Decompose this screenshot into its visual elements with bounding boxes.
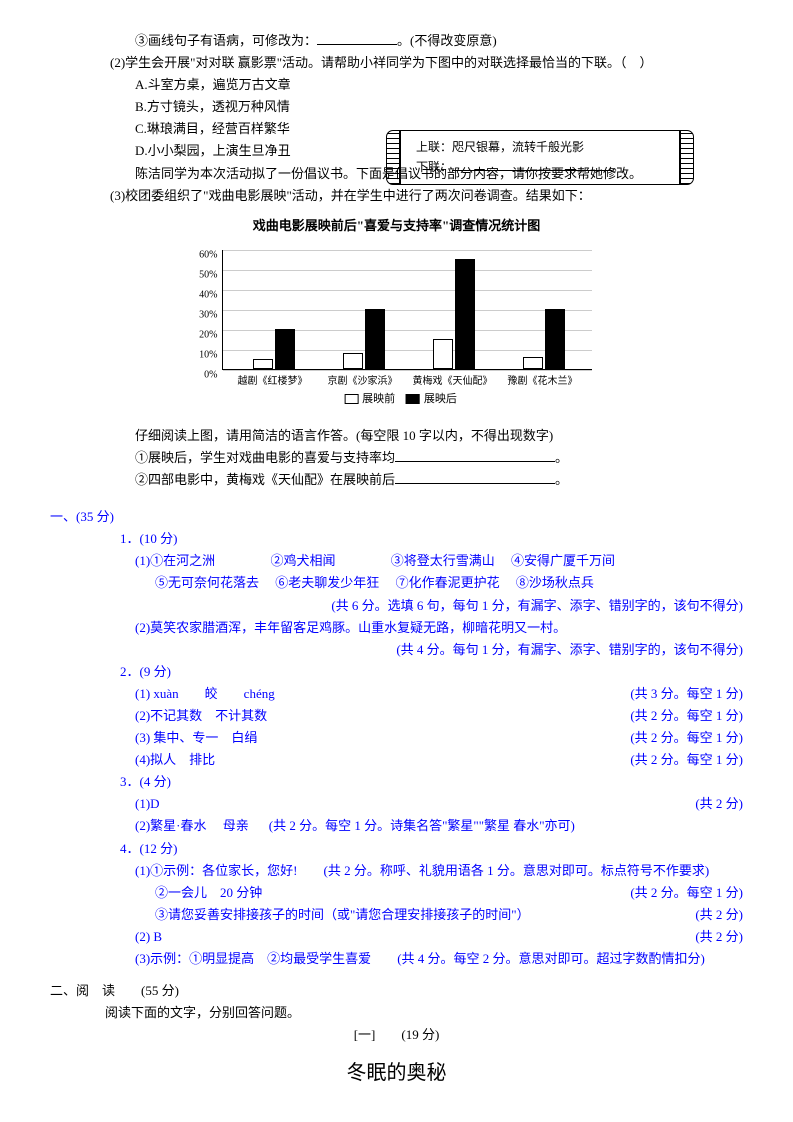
xtick-label: 黄梅戏《天仙配》	[413, 373, 493, 390]
legend-after-box	[406, 394, 420, 404]
q1-2-score: (共 4 分。每句 1 分，有漏字、添字、错别字的，该句不得分)	[50, 639, 743, 661]
q2-4: (4)拟人 排比	[135, 752, 215, 767]
q1-i1: (1)①在河之洲	[135, 553, 215, 568]
xtick-label: 京剧《沙家浜》	[323, 373, 403, 390]
q3-1-score: (共 2 分)	[695, 793, 743, 815]
q3-header: 3．(4 分)	[50, 771, 743, 793]
q1-2: (2)莫笑农家腊酒浑，丰年留客足鸡豚。山重水复疑无路，柳暗花明又一村。	[50, 617, 743, 639]
option-a[interactable]: A.斗室方桌，遍览万古文章	[50, 74, 743, 96]
blank2-fill[interactable]	[395, 470, 555, 484]
q4-5-score: (共 4 分。每空 2 分。意思对即可。超过字数酌情扣分)	[397, 951, 705, 966]
scroll-right-icon	[680, 130, 694, 185]
ytick-label: 20%	[193, 326, 218, 343]
survey-chart: 0% 10% 20% 30% 40% 50% 60% 越剧《红楼梦》京剧《沙家浜》黄梅戏《天仙…	[187, 245, 607, 415]
chart-title: 戏曲电影展映前后"喜爱与支持率"调查情况统计图	[50, 215, 743, 237]
q4-1: (1)①示例：各位家长，您好!	[135, 863, 298, 878]
legend-before-box	[344, 394, 358, 404]
q4-5: (3)示例：①明显提高 ②均最受学生喜爱	[135, 951, 371, 966]
q3-2: (2)繁星·春水 母亲	[135, 818, 249, 833]
q3-1: (1)D	[135, 796, 160, 811]
bar-before	[343, 353, 363, 369]
q3-text: ③画线句子有语病，可修改为：	[135, 33, 317, 48]
bar-after	[275, 329, 295, 369]
q4-4-score: (共 2 分)	[695, 926, 743, 948]
q1-i2: ②鸡犬相闻	[270, 553, 335, 568]
couplet-top: 上联：咫尺银幕，流转千般光影	[416, 137, 664, 157]
article-title: 冬眠的奥秘	[50, 1056, 743, 1090]
couplet-blank[interactable]	[452, 157, 612, 171]
blank1-fill[interactable]	[395, 448, 555, 462]
couplet-scroll: 上联：咫尺银幕，流转千般光影 下联：。	[400, 130, 680, 185]
q3-survey: (3)校团委组织了"戏曲电影展映"活动，并在学生中进行了两次问卷调查。结果如下：	[50, 185, 743, 207]
bar-before	[433, 339, 453, 369]
bar-before	[523, 357, 543, 369]
legend-before-label: 展映前	[362, 393, 395, 405]
xtick-label: 豫剧《花木兰》	[503, 373, 583, 390]
q4-3: ③请您妥善安排接孩子的时间（或"请您合理安排接孩子的时间"）	[155, 907, 530, 922]
q2-header: 2．(9 分)	[50, 661, 743, 683]
section2-header: 二、阅 读 (55 分)	[50, 980, 743, 1002]
bar-before	[253, 359, 273, 369]
q2-2-score: (共 2 分。每空 1 分)	[630, 705, 743, 727]
xtick-label: 越剧《红楼梦》	[233, 373, 313, 390]
q1-i8: ⑧沙场秋点兵	[516, 575, 594, 590]
ytick-label: 60%	[193, 246, 218, 263]
q1-i4: ④安得广厦千万间	[511, 553, 615, 568]
q1-i3: ③将登太行雪满山	[391, 553, 495, 568]
legend-after-label: 展映后	[424, 393, 457, 405]
q4-4: (2) B	[135, 929, 162, 944]
blank-fill[interactable]	[317, 31, 397, 45]
q1-score: (共 6 分。选填 6 句，每句 1 分，有漏字、添字、错别字的，该句不得分)	[50, 595, 743, 617]
q2-1-score: (共 3 分。每空 1 分)	[630, 683, 743, 705]
bar-after	[455, 259, 475, 369]
bar-after	[365, 309, 385, 369]
q2-1: (1) xuàn 皎 chéng	[135, 686, 275, 701]
couplet-bottom-label: 下联：	[416, 160, 452, 174]
section2-intro: 阅读下面的文字，分别回答问题。	[50, 1002, 743, 1024]
q1-i5: ⑤无可奈何花落去	[155, 575, 259, 590]
q2-3: (3) 集中、专一 白绢	[135, 730, 257, 745]
read-chart-instr: 仔细阅读上图，请用简洁的语言作答。(每空限 10 字以内，不得出现数字)	[50, 425, 743, 447]
q4-2-score: (共 2 分。每空 1 分)	[630, 882, 743, 904]
q2-2: (2)不记其数 不计其数	[135, 708, 267, 723]
q1-i7: ⑦化作春泥更护花	[396, 575, 500, 590]
q4-3-score: (共 2 分)	[695, 904, 743, 926]
chart-legend: 展映前 展映后	[336, 390, 457, 409]
ytick-label: 50%	[193, 266, 218, 283]
q1-i6: ⑥老夫聊发少年狂	[275, 575, 379, 590]
q2-3-score: (共 2 分。每空 1 分)	[630, 727, 743, 749]
ytick-label: 40%	[193, 286, 218, 303]
q4-2: ②一会儿 20 分钟	[155, 885, 262, 900]
q1-header: 1．(10 分)	[50, 528, 743, 550]
q4-1-score: (共 2 分。称呼、礼貌用语各 1 分。意思对即可。标点符号不作要求)	[324, 863, 710, 878]
blank2-text: ②四部电影中，黄梅戏《天仙配》在展映前后	[135, 472, 395, 487]
section1-header: 一、(35 分)	[50, 506, 743, 528]
q2-line: (2)学生会开展"对对联 赢影票"活动。请帮助小祥同学为下图中的对联选择最恰当的…	[50, 52, 743, 74]
blank1-text: ①展映后，学生对戏曲电影的喜爱与支持率均	[135, 450, 395, 465]
bar-after	[545, 309, 565, 369]
ytick-label: 30%	[193, 306, 218, 323]
ytick-label: 10%	[193, 346, 218, 363]
q2-4-score: (共 2 分。每空 1 分)	[630, 749, 743, 771]
q3-2-score: (共 2 分。每空 1 分。诗集名答"繁星""繁星 春水"亦可)	[269, 818, 575, 833]
ytick-label: 0%	[193, 366, 218, 383]
q4-header: 4．(12 分)	[50, 838, 743, 860]
option-b[interactable]: B.方寸镜头，透视万种风情	[50, 96, 743, 118]
q3-tail: 。(不得改变原意)	[397, 33, 497, 48]
scroll-left-icon	[386, 130, 400, 185]
section2-sub: [一] (19 分)	[50, 1024, 743, 1046]
